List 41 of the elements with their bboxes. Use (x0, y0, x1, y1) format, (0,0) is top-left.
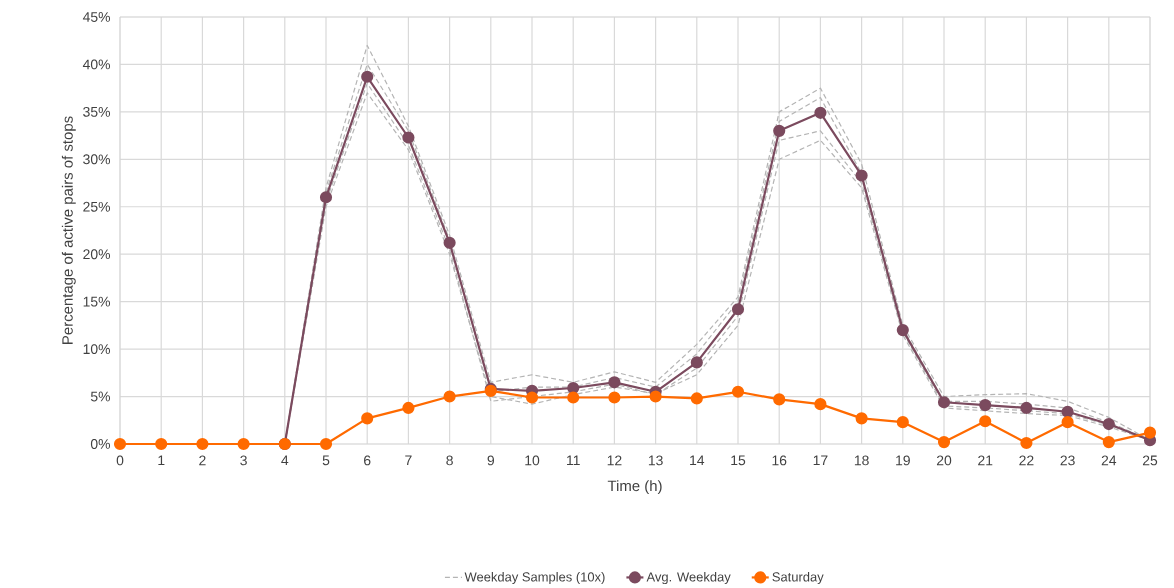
y-tick-label: 40% (82, 59, 111, 70)
x-tick-label: 15 (731, 455, 746, 466)
x-tick-label: 18 (854, 455, 869, 466)
x-tick-label: 10 (525, 455, 540, 466)
x-tick-label: 6 (364, 455, 371, 466)
x-tick-label: 22 (1019, 455, 1034, 466)
y-tick-label: 25% (83, 201, 111, 212)
y-tick-label: 5% (90, 391, 111, 402)
x-tick-label: 14 (690, 455, 705, 466)
y-tick-label: 10% (83, 344, 111, 355)
y-tick-label: 45% (82, 12, 111, 22)
x-tick-label: 5 (322, 455, 330, 466)
x-tick-label: 25 (1142, 455, 1158, 466)
x-axis-title: Time (h) (607, 480, 662, 495)
x-tick-label: 23 (1060, 455, 1075, 466)
y-tick-label: 0% (90, 439, 111, 449)
x-tick-label: 13 (648, 455, 663, 466)
x-tick-label: 1 (158, 455, 165, 466)
x-tick-label: 17 (813, 455, 828, 466)
y-tick-label: 35% (83, 106, 111, 117)
x-tick-label: 20 (936, 455, 952, 466)
x-tick-label: 4 (281, 455, 289, 466)
x-tick-label: 0 (116, 455, 124, 466)
x-tick-label: 7 (405, 455, 412, 466)
x-tick-label: 21 (978, 455, 993, 466)
x-tick-label: 16 (772, 455, 787, 466)
x-tick-label: 3 (240, 455, 247, 466)
legend-label: Saturday (772, 571, 824, 585)
legend-label: Avg. Weekday (646, 571, 731, 585)
x-tick-label: 9 (487, 455, 495, 466)
x-tick-label: 11 (567, 455, 580, 466)
x-tick-label: 19 (896, 455, 910, 466)
legend-label: Weekday Samples (10x) (464, 571, 605, 585)
x-tick-label: 8 (446, 455, 453, 466)
y-tick-label: 15% (83, 296, 111, 307)
x-tick-label: 12 (607, 455, 622, 466)
y-tick-label: 30% (83, 154, 111, 165)
x-tick-label: 24 (1101, 455, 1117, 466)
x-tick-label: 2 (199, 455, 206, 466)
y-tick-label: 20% (83, 249, 111, 260)
y-axis-title: Percentage of active pairs of stops (61, 116, 76, 344)
